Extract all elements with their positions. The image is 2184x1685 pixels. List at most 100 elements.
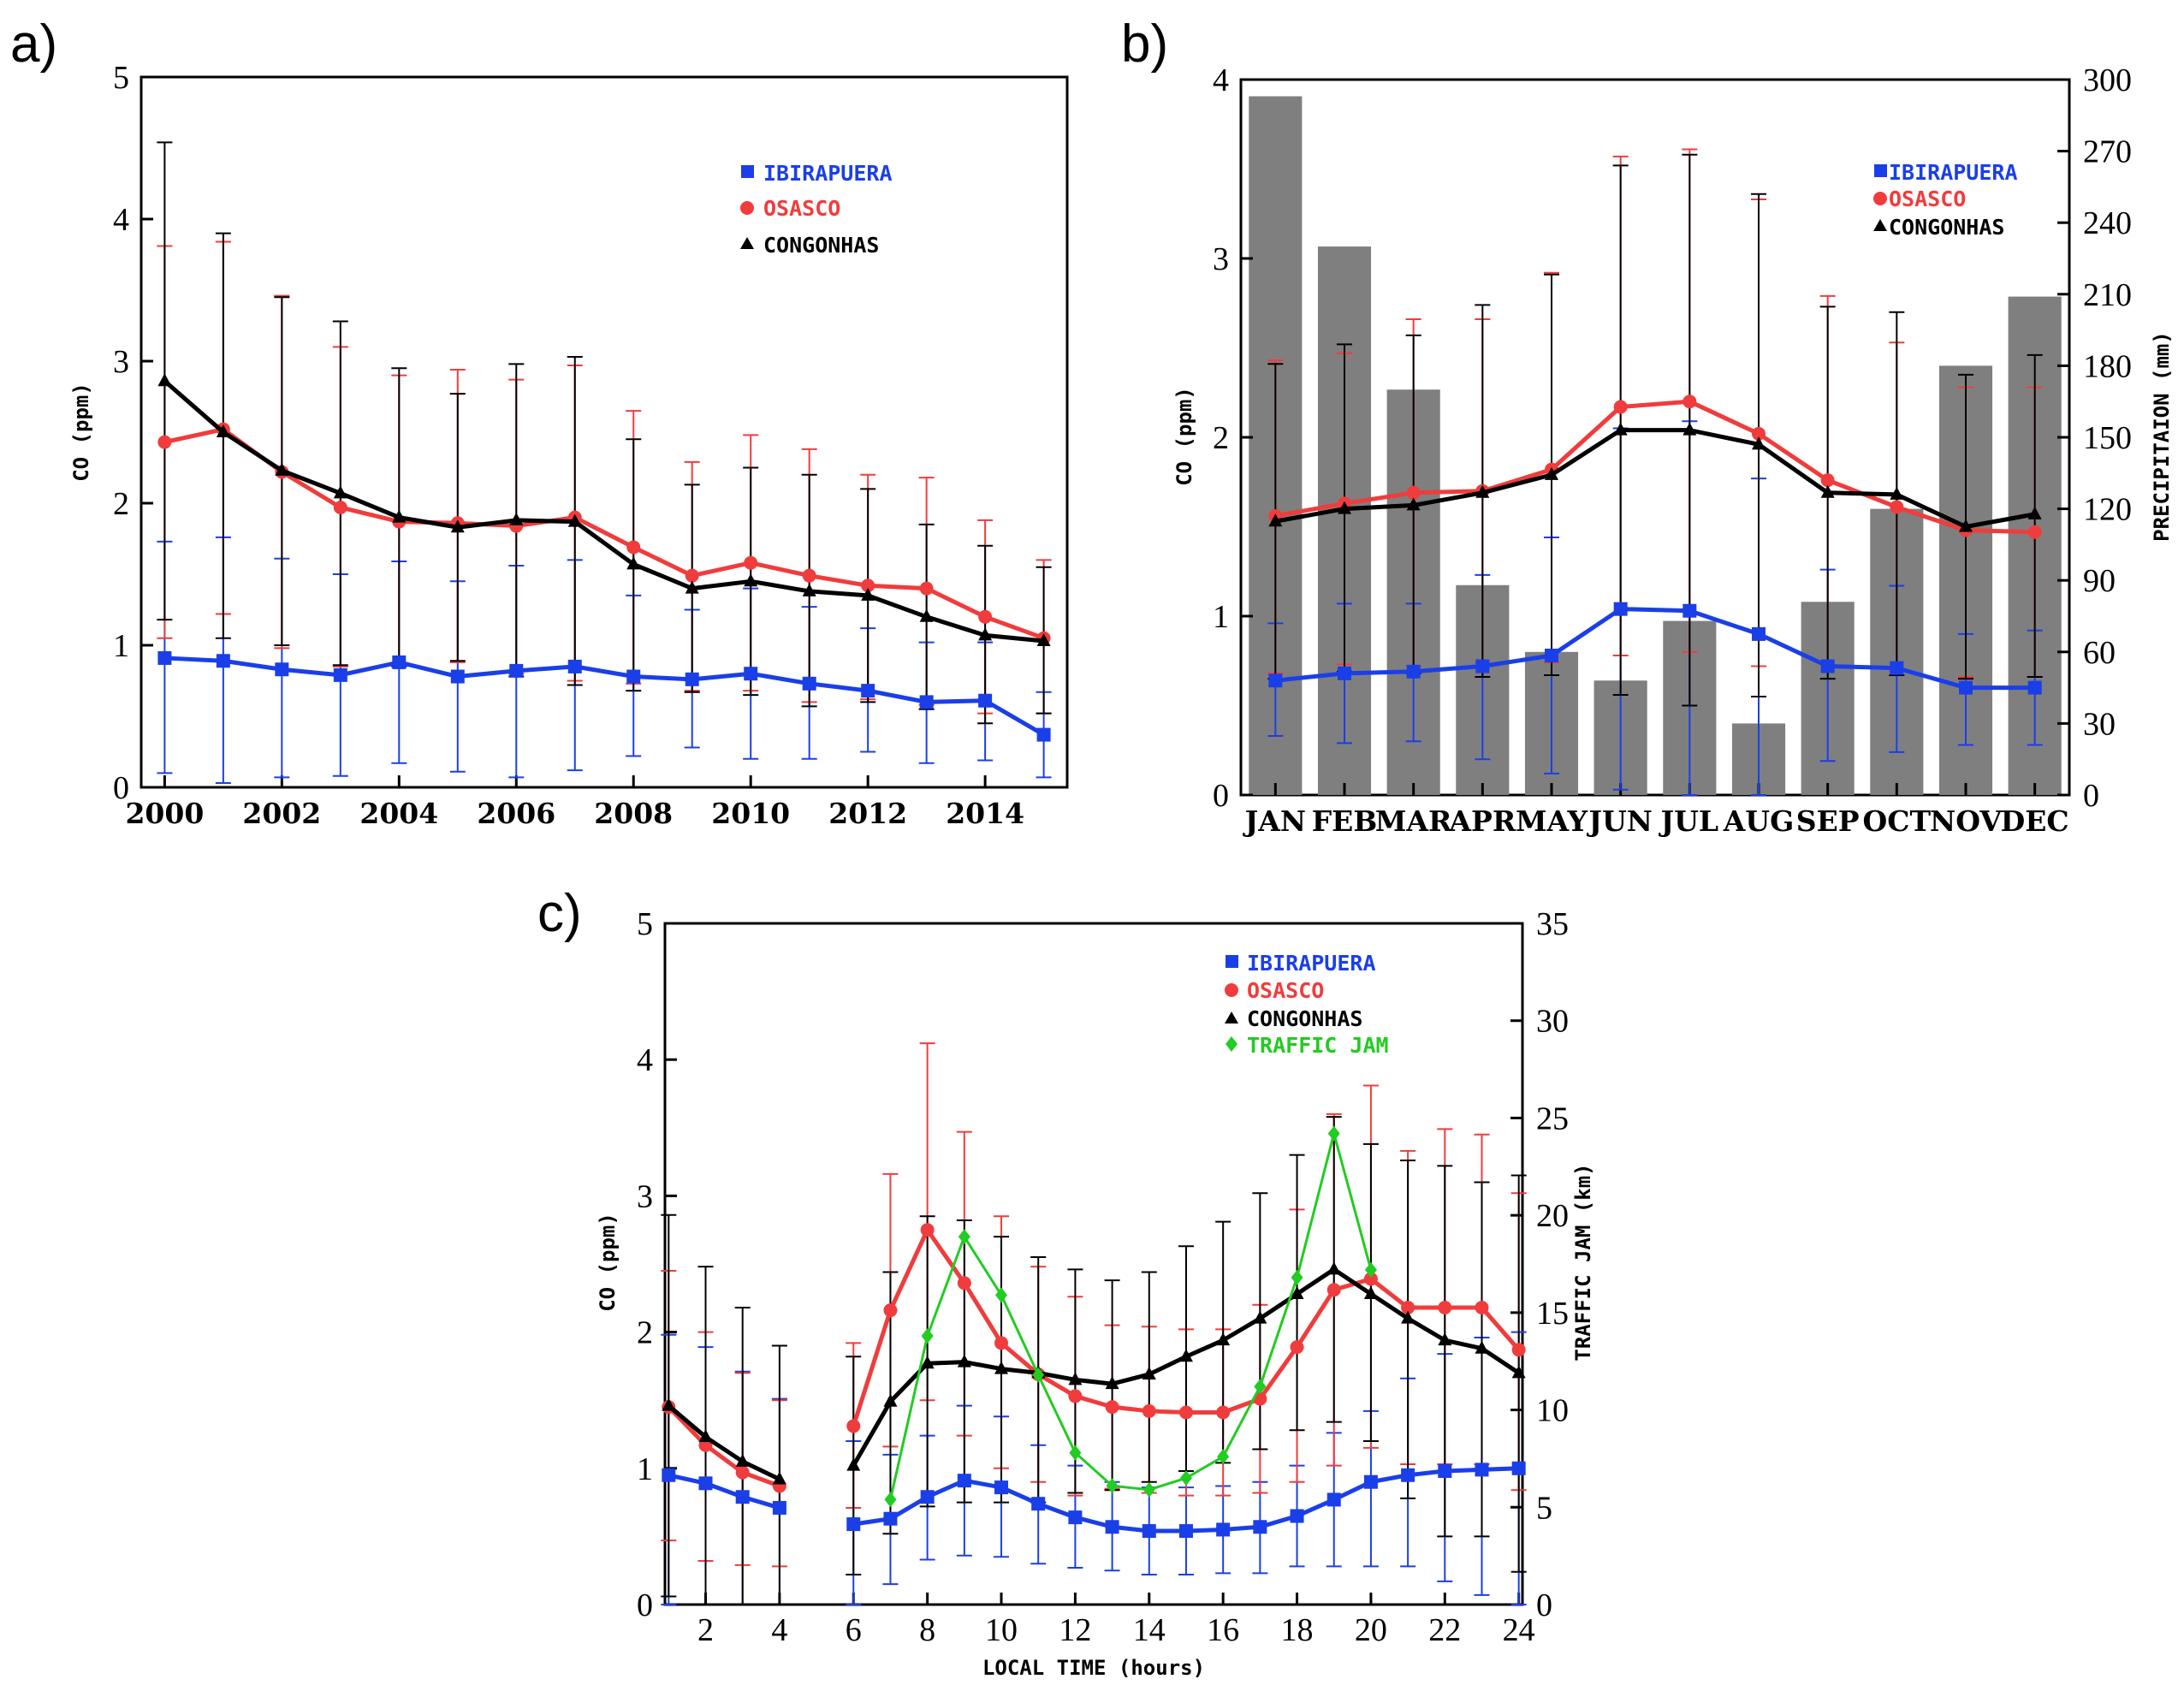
panel-b-y2-tick-label: 30 <box>2083 706 2116 742</box>
panel-c-ibirapuera-point <box>1216 1522 1231 1537</box>
legend-marker-ibirapuera <box>1874 164 1887 177</box>
panel-a-ibirapuera-point <box>216 654 230 668</box>
panel-c-ibirapuera-point <box>1253 1520 1267 1534</box>
panel-a-osasco-point <box>861 578 875 593</box>
panel-c-congonhas-point <box>1326 1261 1341 1275</box>
panel-c-x-tick-label: 8 <box>919 1612 935 1648</box>
panel-a-congonhas-point <box>744 573 758 587</box>
panel-c-congonhas-point <box>662 1397 676 1411</box>
legend-marker-osasco <box>1225 983 1238 997</box>
panel-b-congonhas-point <box>1613 422 1628 436</box>
legend-text-osasco: OSASCO <box>763 196 840 221</box>
panel-c-osasco-point <box>1363 1272 1378 1286</box>
panel-a-y-tick-label: 0 <box>113 770 129 806</box>
panel-b-ibirapuera-point <box>1338 666 1351 680</box>
panel-b-x-tick-label: JUN <box>1586 804 1653 838</box>
panel-a-congonhas-point <box>1036 633 1051 647</box>
panel-c-xlabel: LOCAL TIME (hours) <box>982 1656 1205 1680</box>
panel-c-congonhas-line <box>667 1403 780 1481</box>
panel-a-congonhas-point <box>626 556 641 570</box>
panel-b-legend: IBIRAPUERA OSASCO CONGONHAS <box>1873 160 2018 240</box>
panel-a-ibirapuera-point <box>744 667 758 681</box>
panel-c-osasco-point <box>1178 1405 1193 1420</box>
panel-c-ibirapuera-point <box>1178 1524 1193 1539</box>
panel-b-ibirapuera-point <box>1475 659 1490 673</box>
panel-c-ibirapuera-point <box>735 1490 750 1504</box>
panel-c-y2-tick-label: 10 <box>1536 1393 1569 1429</box>
panel-a-x-tick-label: 2012 <box>828 797 907 830</box>
legend-marker-osasco <box>1873 192 1887 205</box>
panel-c-x-tick-label: 24 <box>1503 1612 1535 1648</box>
legend-text-osasco: OSASCO <box>1889 187 1966 211</box>
panel-c-osasco-point <box>1068 1389 1083 1403</box>
panel-b-x-tick-label: MAR <box>1375 804 1452 838</box>
panel-a-ibirapuera-point <box>685 672 699 686</box>
panel-b-x-tick-label: JUL <box>1659 804 1719 838</box>
panel-b-osasco-point <box>1820 473 1835 488</box>
panel-a-y-tick-label: 5 <box>113 60 129 96</box>
panel-a-ibirapuera-point <box>157 650 172 665</box>
panel-a-ibirapuera-point <box>392 655 407 669</box>
panel-a-ibirapuera-point <box>567 659 582 673</box>
panel-c-ibirapuera-point <box>846 1517 861 1532</box>
panel-c-x-tick-label: 16 <box>1207 1612 1239 1648</box>
panel-c-traffic-point <box>1069 1445 1082 1461</box>
panel-a-x-tick-label: 2000 <box>125 797 204 830</box>
panel-c-ibirapuera-point <box>1290 1509 1304 1523</box>
panel-a-osasco-point <box>685 568 699 583</box>
panel-a-y-tick-label: 4 <box>113 202 129 238</box>
panel-a-osasco-point <box>333 500 347 514</box>
panel-c-x-tick-label: 6 <box>846 1612 862 1648</box>
legend-text-congonhas: CONGONHAS <box>1247 1006 1362 1031</box>
panel-b-y2-tick-label: 270 <box>2083 134 2132 170</box>
panel-a-congonhas-line <box>163 379 1044 644</box>
panel-c-ibirapuera-point <box>957 1474 971 1488</box>
panel-b-osasco-point <box>1683 395 1697 409</box>
panel-c-x-tick-label: 20 <box>1355 1612 1387 1648</box>
panel-c-congonhas-point <box>1363 1286 1378 1300</box>
panel-c-x-tick-label: 10 <box>985 1612 1018 1648</box>
panel-c-traffic-point <box>995 1287 1008 1303</box>
panel-c-y2-tick-label: 20 <box>1536 1198 1569 1234</box>
panel-c-congonhas-point <box>1475 1340 1489 1354</box>
legend-marker-congonhas <box>1873 219 1887 231</box>
panel-c-ibirapuera-point <box>662 1468 676 1482</box>
panel-c-y-tick-label: 5 <box>637 906 653 942</box>
panel-c-traffic-point <box>958 1229 970 1245</box>
panel-c-congonhas-point <box>994 1361 1009 1374</box>
panel-a-ibirapuera-point <box>978 693 993 708</box>
panel-a-ibirapuera-point <box>1036 727 1051 742</box>
panel-c-osasco-point <box>1216 1405 1231 1420</box>
panel-c-osasco-point <box>994 1336 1009 1350</box>
panel-b-congonhas-point <box>1545 466 1558 480</box>
panel-a-frame <box>139 75 1069 789</box>
panel-c-ibirapuera-point <box>1105 1520 1119 1534</box>
panel-a-congonhas-point <box>802 583 816 596</box>
panel-a-congonhas-point <box>978 627 993 641</box>
panel-b-congonhas-point <box>2027 506 2042 519</box>
panel-b-osasco-point <box>2027 525 2042 539</box>
panel-c-congonhas-point <box>1142 1366 1156 1379</box>
panel-c-osasco-point <box>957 1276 971 1290</box>
panel-b-osasco-point <box>1752 426 1766 441</box>
panel-c-traffic-line <box>888 1132 1373 1500</box>
panel-c-congonhas-point <box>1253 1310 1267 1324</box>
panel-c-osasco-point <box>1511 1343 1526 1357</box>
panel-a-congonhas-point <box>450 519 465 533</box>
panel-c-ibirapuera-line <box>668 1473 780 1510</box>
panel-b-congonhas-point <box>1820 484 1835 498</box>
panel-a-osasco-point <box>802 568 816 583</box>
panel-a-congonhas-point <box>685 580 699 594</box>
panel-b-x-tick-label: OCT <box>1863 804 1932 838</box>
panel-a-ibirapuera-point <box>861 684 875 698</box>
panel-a-congonhas-point <box>861 587 875 601</box>
panel-c-traffic-point <box>1291 1269 1303 1285</box>
panel-a-congonhas-point <box>275 462 289 476</box>
panel-c-congonhas-point <box>698 1429 713 1443</box>
panel-b-ibirapuera-point <box>1959 680 1973 695</box>
panel-b-osasco-point <box>1406 485 1421 500</box>
panel-c-traffic-point <box>921 1328 934 1344</box>
panel-c-ibirapuera-point <box>994 1480 1009 1495</box>
panel-a-legend: IBIRAPUERA OSASCO CONGONHAS <box>740 161 893 258</box>
